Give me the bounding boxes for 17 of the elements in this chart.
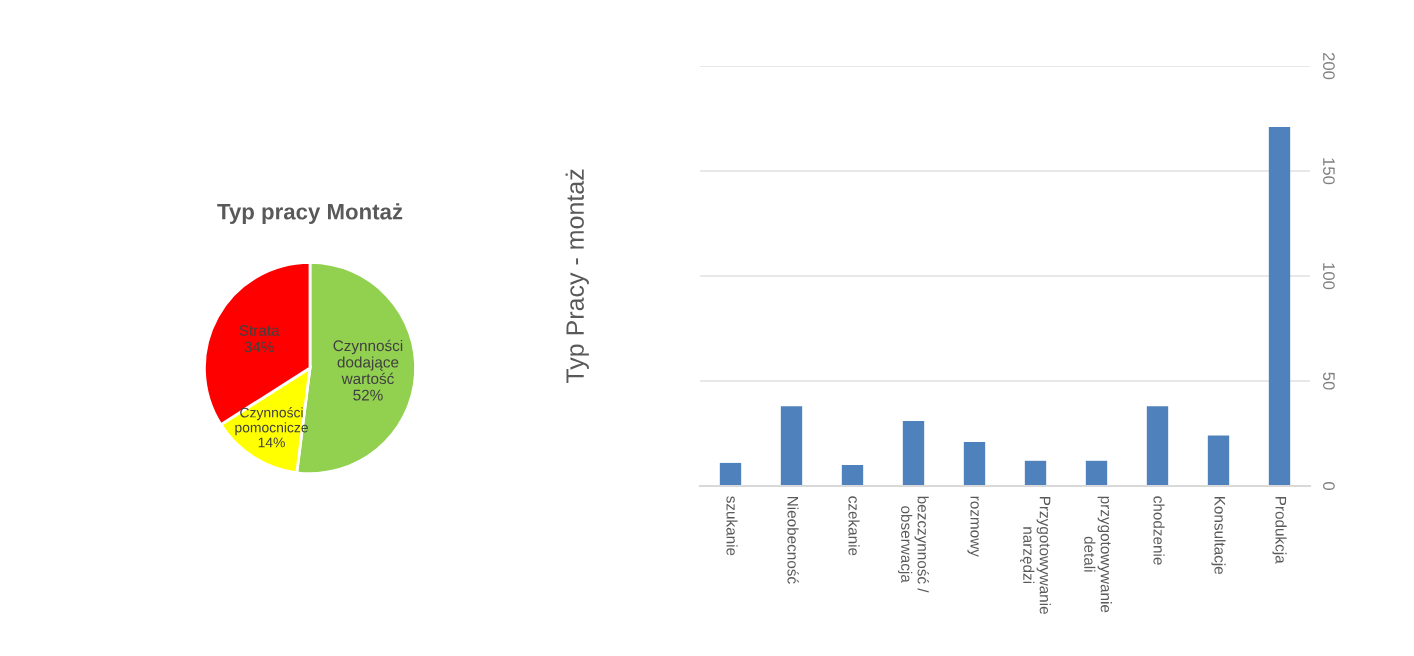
y-tick-label: 50 [1323,372,1335,390]
chart-title: Typ pracy Montaż [217,203,403,224]
bar [1268,126,1291,486]
bar [902,420,925,486]
y-tick-label: 200 [1323,52,1335,80]
y-axis-title: Typ Pracy - montaż [565,169,589,384]
bar [1207,435,1230,486]
bar [1085,460,1108,486]
y-tick-label: 0 [1323,482,1335,490]
bar [1024,460,1047,486]
bar [719,462,742,486]
bar [841,465,864,486]
y-tick-label: 150 [1323,158,1335,185]
bar [1146,406,1169,486]
y-tick-label: 100 [1323,263,1335,290]
bar [963,441,986,486]
bar [780,406,803,486]
